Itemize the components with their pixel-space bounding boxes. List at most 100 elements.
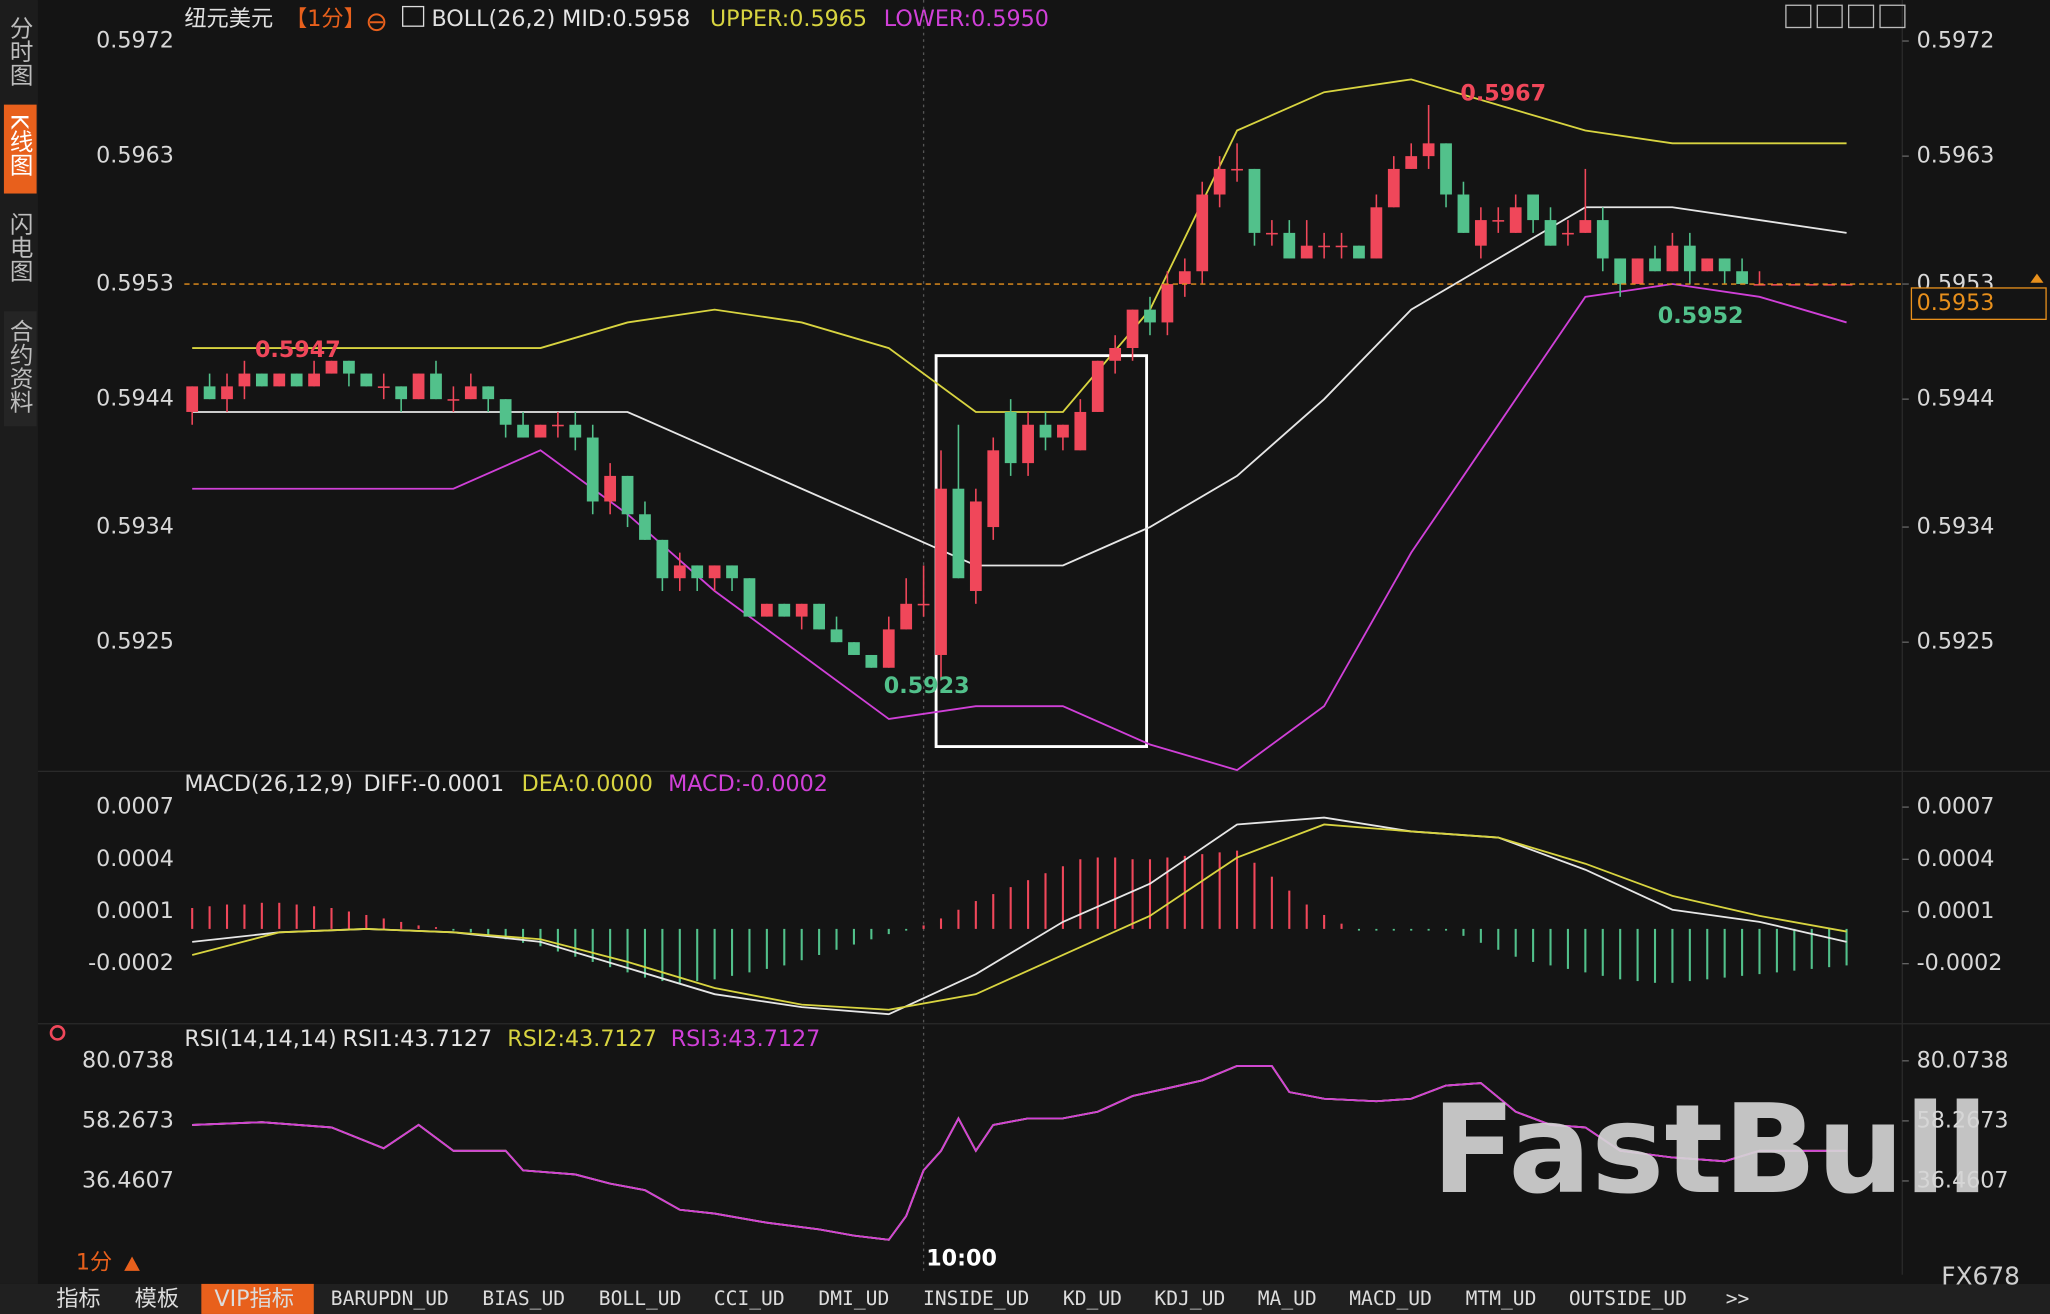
series-line	[192, 206, 1847, 567]
candle-body	[691, 565, 704, 579]
candle-body	[221, 386, 233, 400]
tab[interactable]: VIP指标	[214, 1286, 294, 1312]
add-icon[interactable]	[367, 13, 386, 32]
candle-body	[1300, 245, 1313, 259]
tab-bar	[0, 1283, 2050, 1314]
legend-entry: UPPER:0.5965	[710, 6, 867, 32]
y-tick-label-right: 0.5972	[1917, 28, 1995, 54]
last-price-arrow	[2030, 273, 2044, 283]
candle-body	[1387, 168, 1400, 208]
candle-body	[412, 373, 425, 400]
candle-body	[1614, 258, 1627, 285]
candle-body	[1353, 245, 1365, 259]
candle-body	[1318, 245, 1331, 248]
series-line	[192, 283, 1847, 772]
tab[interactable]: BARUPDN_UD	[331, 1287, 449, 1310]
candle-body	[1126, 309, 1139, 348]
tab[interactable]: BOLL_UD	[599, 1287, 682, 1310]
candle-body	[569, 424, 582, 438]
tab[interactable]: MACD_UD	[1349, 1287, 1432, 1310]
y-tick-label-right: -0.0002	[1917, 950, 2003, 976]
candle-body	[778, 603, 791, 617]
legend-entry: MID:0.5958	[562, 6, 690, 32]
legend-entry: RSI2:43.7127	[507, 1026, 657, 1052]
legend-entry: MACD:-0.0002	[668, 771, 828, 797]
sidebar-item[interactable]: K线图	[6, 114, 34, 177]
extreme-label: 0.5923	[884, 673, 970, 699]
tab[interactable]: CCI_UD	[714, 1287, 785, 1310]
candle-body	[186, 386, 199, 412]
sidebar-item-bg	[3, 311, 37, 427]
candle-body	[1231, 168, 1243, 171]
tab[interactable]: OUTSIDE_UD	[1569, 1287, 1687, 1310]
candle-body	[273, 373, 286, 387]
tab[interactable]: DMI_UD	[818, 1287, 889, 1310]
tab[interactable]: MTM_UD	[1466, 1287, 1537, 1310]
candle-body	[1718, 258, 1731, 272]
indicator-icon[interactable]	[402, 5, 425, 27]
series-line	[191, 823, 1847, 1011]
tab[interactable]: 指标	[56, 1286, 100, 1312]
tab[interactable]: >>	[1726, 1287, 1750, 1310]
y-tick-label: 0.5925	[96, 629, 174, 655]
period-button[interactable]: 1分	[76, 1249, 112, 1275]
tab[interactable]: KD_UD	[1063, 1287, 1122, 1310]
candle-body	[656, 539, 669, 579]
candle-body	[935, 488, 947, 655]
candle-body	[360, 373, 373, 387]
candle-body	[1266, 232, 1278, 235]
y-tick-label-right: 0.5944	[1917, 386, 1995, 412]
sidebar-item[interactable]: 合约资料	[6, 319, 34, 414]
candle-body	[1701, 258, 1714, 272]
legend-entry: RSI1:43.7127	[343, 1026, 493, 1052]
candle-body	[813, 603, 825, 630]
candle-body	[969, 501, 982, 592]
sidebar-active	[3, 104, 37, 194]
tab[interactable]: BIAS_UD	[482, 1287, 565, 1310]
y-tick-label-right: 0.5925	[1917, 629, 1995, 655]
tab[interactable]: KDJ_UD	[1154, 1287, 1225, 1310]
candle-body	[308, 373, 320, 387]
candle-body	[604, 475, 617, 502]
candle-body	[1370, 207, 1383, 259]
y-tick-label-right: 0.0007	[1917, 794, 1995, 820]
sidebar-item[interactable]: 分时图	[6, 15, 34, 86]
y-tick-label-right: 0.5934	[1917, 514, 1995, 540]
candle-body	[1213, 168, 1226, 195]
sidebar-item[interactable]: 闪电图	[6, 212, 34, 283]
candle-body	[395, 386, 408, 400]
candle-body	[343, 360, 355, 374]
legend-entry: DEA:0.0000	[522, 771, 653, 797]
candle-body	[952, 488, 965, 579]
candle-body	[1631, 258, 1644, 285]
toolbar-icon[interactable]	[1816, 4, 1843, 29]
y-tick-label: 0.5953	[96, 271, 174, 297]
candle-body	[1196, 194, 1209, 272]
candle-body	[743, 578, 756, 617]
candle-body	[586, 437, 599, 502]
toolbar-icon[interactable]	[1848, 4, 1875, 29]
candle-body	[900, 603, 913, 630]
candle-body	[1039, 424, 1052, 438]
toolbar-icon[interactable]	[1879, 4, 1906, 29]
candle-body	[499, 399, 512, 425]
candle-body	[830, 629, 843, 643]
source-label: FX678	[1941, 1261, 2020, 1290]
toolbar-icon[interactable]	[1785, 4, 1812, 29]
sidebar	[0, 0, 38, 1284]
candle-body	[1753, 284, 1766, 286]
candle-body	[1683, 245, 1696, 272]
y-tick-label: 0.5934	[96, 514, 174, 540]
candle-body	[1544, 220, 1557, 246]
period-arrow[interactable]	[124, 1256, 140, 1271]
legend-entry: DIFF:-0.0001	[363, 771, 504, 797]
candle-body	[1666, 245, 1679, 272]
settings-icon[interactable]	[49, 1025, 66, 1041]
tab[interactable]: 模板	[135, 1286, 179, 1312]
candle-body	[1074, 411, 1087, 451]
tab[interactable]: INSIDE_UD	[923, 1287, 1029, 1310]
tab[interactable]: MA_UD	[1258, 1287, 1317, 1310]
candle-body	[1823, 284, 1836, 286]
y-tick-label: 36.4607	[82, 1167, 174, 1193]
